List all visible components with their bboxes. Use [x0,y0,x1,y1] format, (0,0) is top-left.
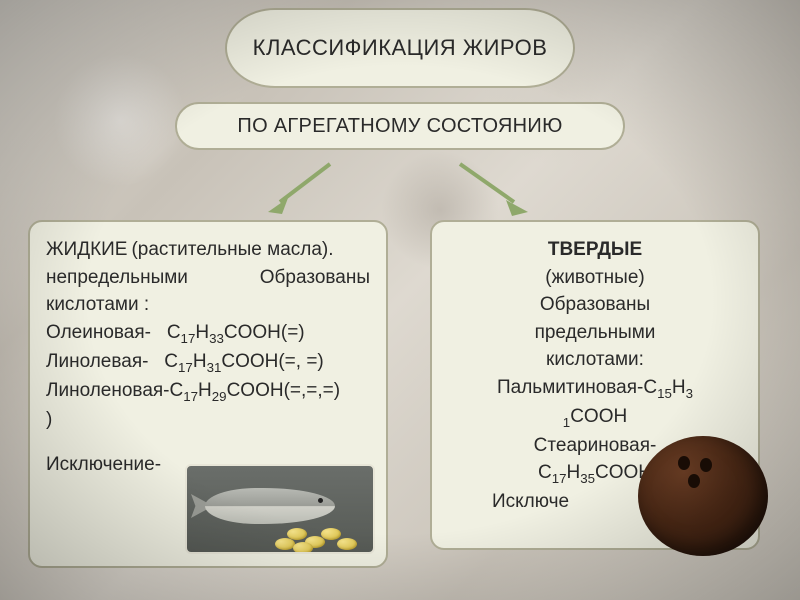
left-formed-inline: Образованы [260,264,370,292]
capsule-icon [337,538,357,550]
title-text: КЛАССИФИКАЦИЯ ЖИРОВ [253,35,548,61]
m: H [198,380,212,401]
right-heading-b: (животные) [448,264,742,292]
f: C [170,380,184,401]
left-heading-b: (растительные масла). [131,239,333,260]
spacer [46,433,370,451]
s2: 33 [209,330,224,345]
acid1-formula: C17H33COOH(=) [156,322,304,343]
acid2-formula: C17H31COOH(=, =) [154,351,324,372]
m: H [193,351,207,372]
left-acid1: Олеиновая- C17H33COOH(=) [46,319,370,348]
capsule-icon [321,528,341,540]
left-acid2: Линолевая- C17H31COOH(=, =) [46,348,370,377]
liquid-fats-box: ЖИДКИЕ(растительные масла). Образованы н… [28,220,388,568]
s: 17 [183,389,198,404]
f: C [167,322,181,343]
r-acid1-name: Пальмитиновая- [497,377,643,398]
acid3-name: Линоленовая- [46,380,170,401]
right-acid1-line2: 1COOH [448,403,742,432]
right-acid1: Пальмитиновая-C15H3 [448,374,742,403]
s: 17 [552,471,567,486]
right-formed1: Образованы [448,291,742,319]
left-acid3: Линоленовая-C17H29COOH(=,=,=) [46,377,370,406]
solid-fats-box: ТВЕРДЫЕ (животные) Образованы предельным… [430,220,760,550]
left-heading-a: ЖИДКИЕ [46,239,127,260]
acid2-name: Линолевая- [46,351,148,372]
right-formed3: кислотами: [448,346,742,374]
s2: 29 [212,389,227,404]
capsule-icon [293,542,313,554]
s: 15 [657,386,672,401]
acid1-name: Олеиновая- [46,322,151,343]
right-formed2: предельными [448,319,742,347]
r-acid2-name: Стеариновая- [534,435,657,456]
title-pill: КЛАССИФИКАЦИЯ ЖИРОВ [225,8,575,88]
p: C [643,377,657,398]
s2: 31 [207,360,222,375]
s: 17 [178,360,193,375]
t: COOH [570,406,627,427]
s: 17 [181,330,196,345]
coconut-eye-icon [688,474,700,488]
f: C [164,351,178,372]
s2: 35 [580,471,595,486]
right-heading-a: ТВЕРДЫЕ [448,236,742,264]
m: H [567,462,581,483]
subtitle-text: ПО АГРЕГАТНОМУ СОСТОЯНИЮ [237,115,562,138]
fish-body-icon [205,488,335,524]
fish-eye-icon [318,498,323,503]
s2: 3 [686,386,693,401]
m: H [672,377,686,398]
fish-oil-image [185,464,375,554]
coconut-image [638,436,768,556]
subtitle-pill: ПО АГРЕГАТНОМУ СОСТОЯНИЮ [175,102,625,150]
r-acid1-f: C15H3 [643,377,693,398]
m: H [195,322,209,343]
left-line1: ЖИДКИЕ(растительные масла). Образованы [46,236,370,264]
p: C [538,462,552,483]
capsule-icon [275,538,295,550]
t: COOH(=, =) [221,351,323,372]
t: COOH(=,=,=) [227,380,341,401]
t: COOH(=) [224,322,305,343]
left-acid3-close: ) [46,406,370,434]
acid3-formula: C17H29COOH(=,=,=) [170,380,341,401]
